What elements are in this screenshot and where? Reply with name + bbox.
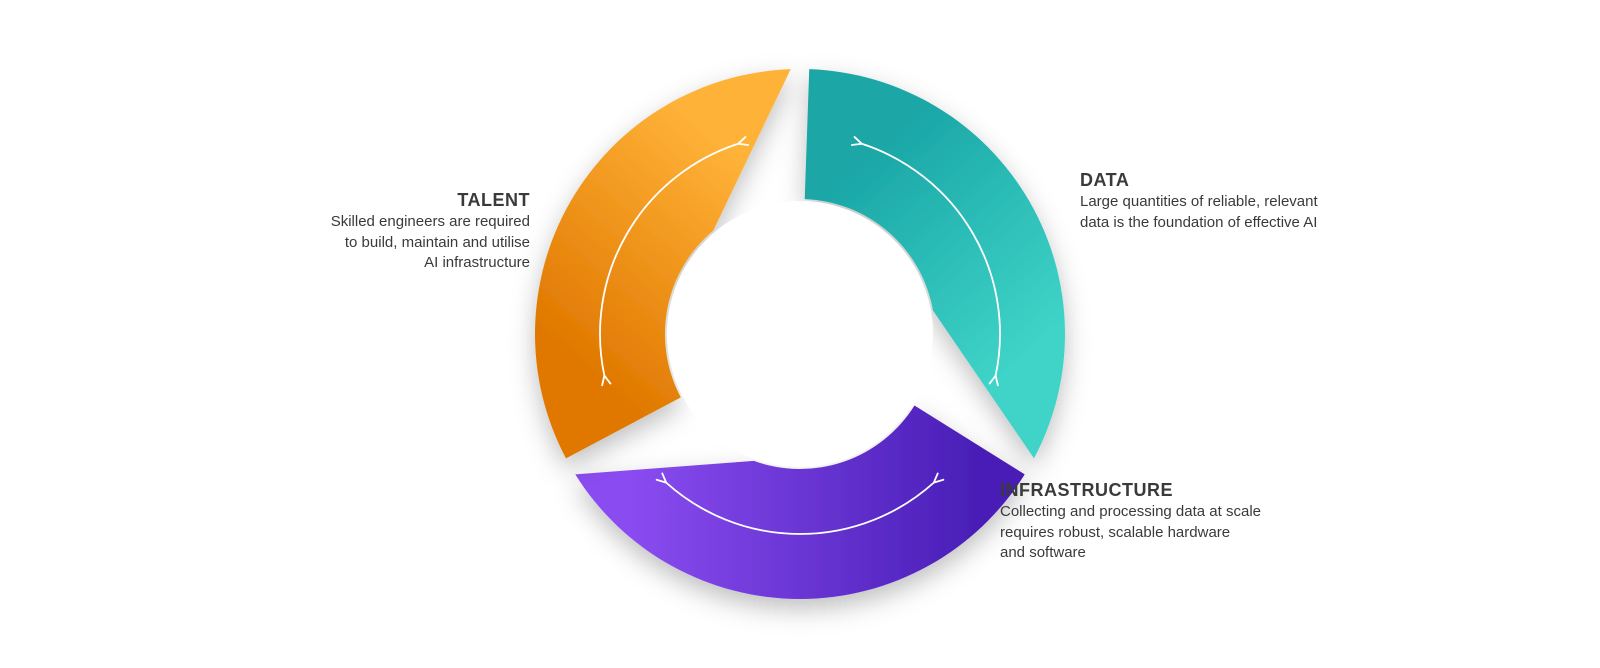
ring-hole [667,201,933,467]
segment-heading: INFRASTRUCTURE [1000,478,1340,502]
segment-body: Large quantities of reliable, relevantda… [1080,192,1420,233]
cycle-ring-svg [0,0,1600,668]
segment-label-infrastructure: INFRASTRUCTURE Collecting and processing… [1000,478,1340,563]
cycle-diagram: DATA Large quantities of reliable, relev… [0,0,1600,668]
segment-label-talent: TALENT Skilled engineers are requiredto … [230,188,530,273]
segment-body: Skilled engineers are requiredto build, … [230,212,530,273]
segment-heading: DATA [1080,168,1420,192]
segment-label-data: DATA Large quantities of reliable, relev… [1080,168,1420,233]
segment-heading: TALENT [230,188,530,212]
segment-body: Collecting and processing data at scaler… [1000,502,1340,563]
